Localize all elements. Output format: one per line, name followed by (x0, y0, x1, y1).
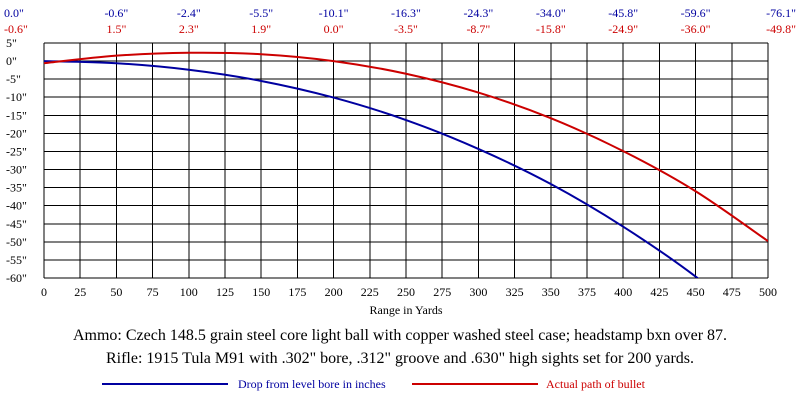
x-tick-label: 200 (325, 285, 343, 299)
path-value-label: -0.6" (4, 22, 28, 36)
path-value-label: -36.0" (681, 22, 711, 36)
drop-value-label: -34.0" (536, 6, 566, 20)
x-tick-label: 325 (506, 285, 524, 299)
drop-value-label: -2.4" (177, 6, 201, 20)
path-value-label: -15.8" (536, 22, 566, 36)
y-tick-label: -35" (6, 181, 27, 195)
drop-value-label: -16.3" (391, 6, 421, 20)
x-tick-label: 500 (759, 285, 777, 299)
x-tick-label: 375 (578, 285, 596, 299)
x-tick-label: 125 (216, 285, 234, 299)
legend-layer: Drop from level bore in inches Actual pat… (102, 377, 646, 391)
x-tick-label: 75 (147, 285, 159, 299)
y-tick-label: -25" (6, 144, 27, 158)
x-tick-label: 50 (110, 285, 122, 299)
y-tick-label: -40" (6, 199, 27, 213)
path-value-label: -3.5" (394, 22, 418, 36)
y-tick-label: -20" (6, 126, 27, 140)
x-tick-label: 425 (650, 285, 668, 299)
label-layer: 0 25 50 75 100 125 150 175 200 225 250 275 300 325 350… (4, 6, 796, 317)
x-tick-label: 175 (288, 285, 306, 299)
ammo-note: Ammo: Czech 148.5 grain steel core light… (72, 327, 728, 344)
y-tick-label: -5" (6, 72, 21, 86)
legend-label: Drop from level bore in inches (238, 377, 386, 391)
y-tick-label: 5" (6, 36, 17, 50)
grid-layer (43, 42, 769, 279)
drop-value-label: -24.3" (463, 6, 493, 20)
x-axis-label: Range in Yards (369, 303, 442, 317)
y-tick-label: -60" (6, 271, 27, 285)
rifle-note: Rifle: 1915 Tula M91 with .302" bore, .3… (105, 350, 694, 367)
y-tick-label: -10" (6, 90, 27, 104)
y-tick-label: -45" (6, 217, 27, 231)
path-value-label: 1.5" (106, 22, 126, 36)
path-value-label: 2.3" (179, 22, 199, 36)
y-tick-label: -15" (6, 108, 27, 122)
drop-curve (44, 60, 700, 278)
legend-label: Actual path of bullet (546, 377, 646, 391)
bullet-path-curve (44, 51, 768, 242)
y-tick-label: 0" (6, 54, 17, 68)
path-value-label: -49.8" (766, 22, 796, 36)
x-tick-label: 100 (180, 285, 198, 299)
drop-value-label: -5.5" (249, 6, 273, 20)
series-layer (44, 51, 768, 278)
x-tick-label: 350 (542, 285, 560, 299)
x-tick-label: 0 (41, 285, 47, 299)
y-tick-label: -55" (6, 253, 27, 267)
x-tick-label: 400 (614, 285, 632, 299)
x-tick-label: 275 (433, 285, 451, 299)
drop-value-label: -10.1" (319, 6, 349, 20)
x-tick-label: 150 (252, 285, 270, 299)
path-value-label: 1.9" (251, 22, 271, 36)
drop-value-label: -76.1" (766, 6, 796, 20)
path-value-label: -24.9" (608, 22, 638, 36)
x-tick-label: 300 (469, 285, 487, 299)
drop-value-label: -59.6" (681, 6, 711, 20)
x-tick-label: 475 (723, 285, 741, 299)
drop-value-label: -0.6" (104, 6, 128, 20)
path-value-label: -8.7" (466, 22, 490, 36)
x-tick-label: 250 (397, 285, 415, 299)
y-tick-label: -30" (6, 163, 27, 177)
y-tick-label: -50" (6, 235, 27, 249)
drop-value-label: 0.0" (4, 6, 24, 20)
x-tick-label: 450 (687, 285, 705, 299)
x-tick-label: 225 (361, 285, 379, 299)
path-value-label: 0.0" (324, 22, 344, 36)
x-tick-label: 25 (74, 285, 86, 299)
drop-value-label: -45.8" (608, 6, 638, 20)
